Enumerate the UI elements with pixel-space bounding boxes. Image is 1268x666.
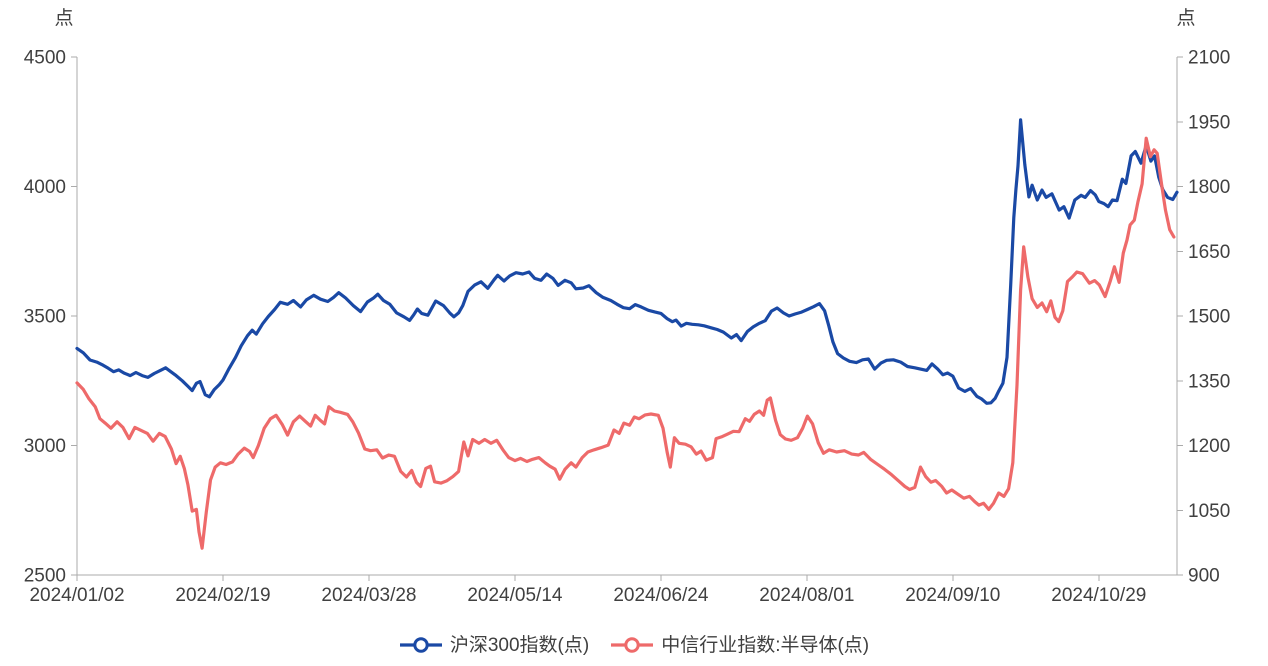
legend-item-semiconductor[interactable]: 中信行业指数:半导体(点) bbox=[610, 636, 869, 655]
legend-item-csi300[interactable]: 沪深300指数(点) bbox=[399, 636, 589, 655]
right-axis-tick-label: 1350 bbox=[1188, 371, 1230, 392]
right-axis-tick-label: 2100 bbox=[1188, 48, 1230, 69]
right-axis-tick-label: 1500 bbox=[1188, 307, 1230, 328]
csi300-series-line bbox=[75, 118, 1179, 405]
legend-label-csi300: 沪深300指数(点) bbox=[449, 634, 590, 656]
right-axis-tick-label: 1800 bbox=[1188, 177, 1230, 198]
x-axis-tick-label: 2024/02/19 bbox=[175, 585, 270, 606]
semiconductor-series-line bbox=[75, 136, 1176, 550]
left-axis-tick-label: 4000 bbox=[24, 177, 66, 198]
x-axis-tick-label: 2024/06/24 bbox=[613, 585, 709, 606]
chart-legend: 沪深300指数(点) 中信行业指数:半导体(点) bbox=[0, 629, 1268, 661]
legend-marker-csi300-icon bbox=[399, 637, 442, 653]
x-axis-tick-label: 2024/03/28 bbox=[321, 585, 416, 606]
right-axis-unit-label: 点 bbox=[1176, 7, 1195, 29]
right-axis-tick-label: 1650 bbox=[1188, 242, 1230, 263]
left-axis-unit-label: 点 bbox=[54, 7, 73, 29]
right-axis-tick-label: 1050 bbox=[1188, 501, 1230, 522]
legend-label-semiconductor: 中信行业指数:半导体(点) bbox=[661, 634, 870, 656]
x-axis-tick-label: 2024/08/01 bbox=[759, 585, 854, 606]
x-axis-tick-label: 2024/09/10 bbox=[905, 585, 1000, 606]
x-axis-tick-label: 2024/01/02 bbox=[29, 585, 124, 606]
right-axis-tick-label: 900 bbox=[1188, 566, 1220, 587]
right-axis-tick-label: 1200 bbox=[1188, 436, 1230, 457]
right-axis-tick-label: 1950 bbox=[1188, 112, 1230, 133]
legend-marker-semiconductor-icon bbox=[611, 637, 654, 653]
x-axis-tick-label: 2024/10/29 bbox=[1051, 585, 1146, 606]
left-axis-tick-label: 3000 bbox=[24, 436, 66, 457]
left-axis-tick-label: 4500 bbox=[24, 48, 66, 69]
x-axis-tick-label: 2024/05/14 bbox=[467, 585, 563, 606]
left-axis-tick-label: 3500 bbox=[24, 307, 66, 328]
left-axis-tick-label: 2500 bbox=[24, 566, 66, 587]
